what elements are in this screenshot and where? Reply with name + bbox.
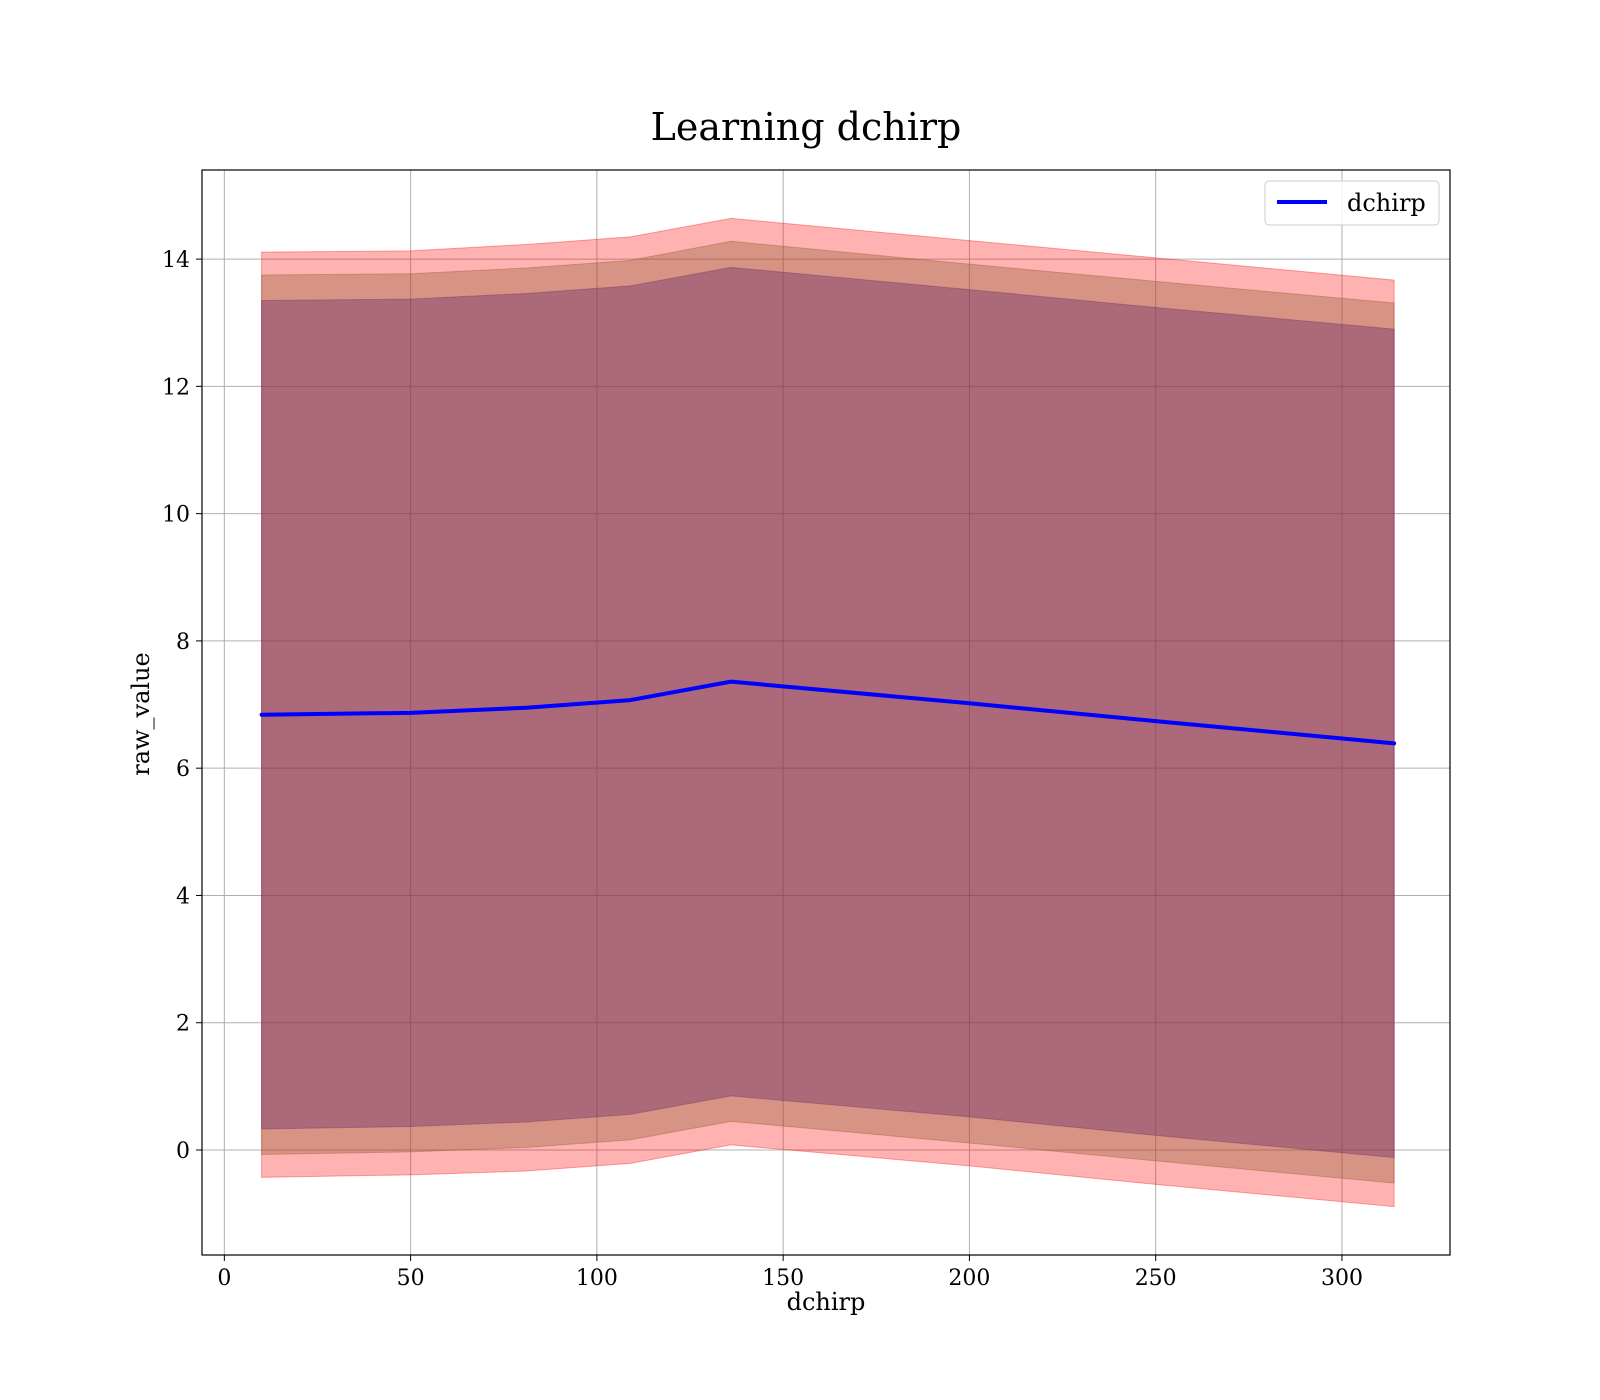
- y-tick-label: 8: [176, 630, 190, 655]
- y-tick-label: 2: [176, 1012, 190, 1037]
- legend-label: dchirp: [1347, 189, 1426, 217]
- x-tick-label: 50: [397, 1266, 425, 1291]
- grid: [202, 170, 1450, 1255]
- x-tick-label: 100: [576, 1266, 618, 1291]
- legend: dchirp: [1264, 180, 1440, 226]
- series-line-dchirp: [259, 679, 1397, 746]
- chart-title: Learning dchirp: [651, 105, 962, 149]
- y-tick-label: 14: [162, 248, 190, 273]
- x-tick-label: 300: [1321, 1266, 1363, 1291]
- y-tick-label: 12: [162, 375, 190, 400]
- plot-frame: [201, 169, 1451, 1256]
- confidence-band-1: [261, 217, 1395, 1208]
- y-axis-title: raw_value: [127, 652, 155, 776]
- y-tick-label: 0: [176, 1139, 190, 1164]
- x-tick-label: 0: [217, 1266, 231, 1291]
- bands: [261, 217, 1395, 1208]
- confidence-band-2: [261, 240, 1395, 1184]
- ticks: 0 50 100 150 200 250 300 0 2 4 6 8 10 12 14: [162, 248, 1363, 1291]
- y-tick-label: 6: [176, 757, 190, 782]
- x-tick-label: 200: [948, 1266, 990, 1291]
- confidence-band-3: [261, 266, 1395, 1159]
- legend-box: [1264, 180, 1440, 226]
- y-tick-label: 10: [162, 503, 190, 528]
- x-tick-label: 250: [1135, 1266, 1177, 1291]
- series-lines: [259, 679, 1397, 746]
- x-tick-label: 150: [762, 1266, 804, 1291]
- x-axis-title: dchirp: [787, 1288, 866, 1316]
- y-tick-label: 4: [176, 884, 190, 909]
